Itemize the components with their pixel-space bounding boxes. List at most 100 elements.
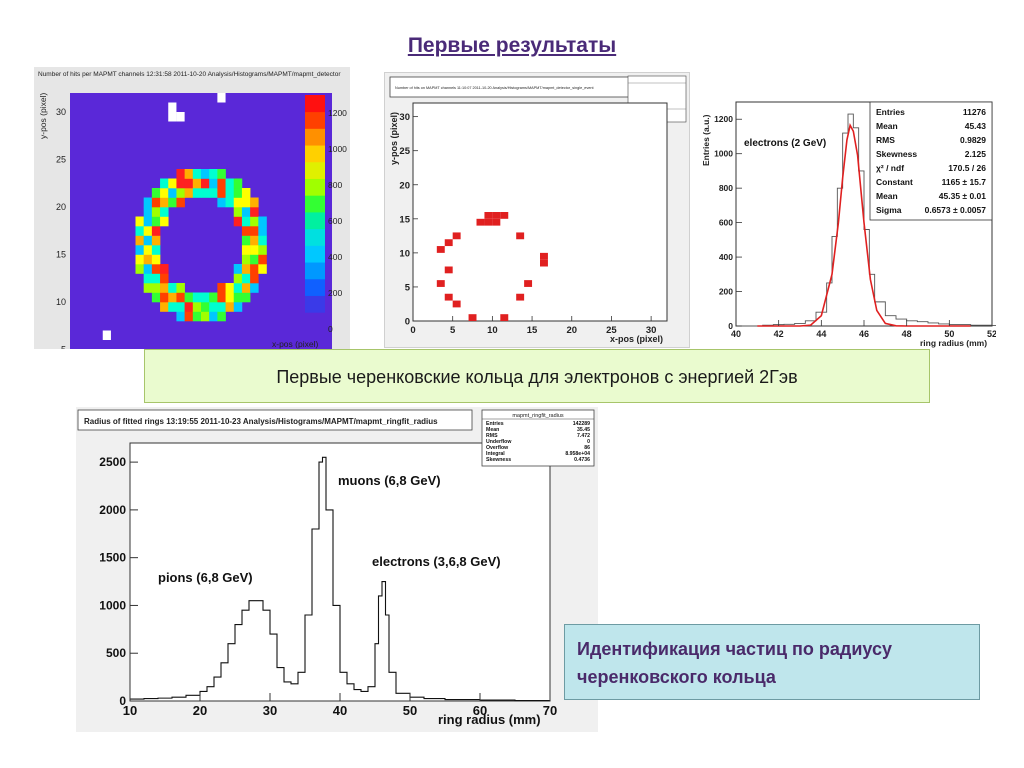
- hit-marker: [444, 239, 453, 247]
- hitmap-cell: [258, 264, 267, 274]
- hitmap-cell: [241, 273, 251, 284]
- hitmap-plot: Number of hits per MAPMT channels 12:31:…: [34, 67, 350, 349]
- hitmap-y-tick: 30: [56, 107, 66, 117]
- single-event-plot: Number of hits on MAPMT channels 11:10:0…: [384, 72, 690, 348]
- hitmap-cell: [233, 302, 243, 312]
- hitmap-cell: [160, 188, 169, 198]
- hitmap-svg: Number of hits per MAPMT channels 12:31:…: [38, 71, 347, 349]
- hitmap-cell: [241, 283, 251, 293]
- identification-caption-line2: черенковского кольца: [577, 667, 776, 687]
- color-palette: [305, 95, 325, 330]
- hitmap-cell: [250, 226, 259, 236]
- electron-radius-y-ticks: 0 200 400 600 800 1000 1200: [714, 114, 742, 331]
- palette-band: [305, 245, 325, 263]
- hit-marker: [444, 293, 453, 301]
- palette-tick: 1200: [328, 108, 347, 118]
- electron-y-tick: 1000: [714, 149, 733, 159]
- electron-y-tick: 400: [719, 252, 733, 262]
- ring-radius-title-box: [77, 409, 473, 431]
- electron-radius-fit-curve: [757, 122, 971, 327]
- hitmap-cell: [209, 188, 218, 198]
- electron-stat-value: 0.6573 ± 0.0057: [925, 205, 987, 215]
- hitmap-cell: [151, 226, 161, 236]
- hitmap-cell: [143, 245, 153, 255]
- hitmap-cell: [135, 264, 144, 274]
- palette-tick: 400: [328, 252, 342, 262]
- hitmap-cell: [233, 188, 243, 198]
- hitmap-cell: [209, 292, 218, 303]
- hitmap-cell: [250, 216, 259, 227]
- ring-radius-histogram: [130, 456, 551, 702]
- hitmap-cell: [201, 188, 210, 198]
- hitmap-cell: [250, 207, 259, 217]
- ring-radius-stat-key: RMS: [486, 433, 498, 439]
- hitmap-cell: [201, 169, 210, 179]
- hitmap-cell: [225, 302, 235, 312]
- single-event-y-tick: 10: [399, 248, 410, 259]
- single-event-y-tick: 15: [399, 214, 410, 225]
- ring-radius-y-tick: 2000: [99, 503, 126, 517]
- muons-label: muons (6,8 GeV): [338, 473, 441, 488]
- electron-radius-x-label: ring radius (mm): [920, 338, 987, 348]
- hit-marker: [468, 314, 477, 321]
- hitmap-cell: [143, 235, 153, 246]
- hit-marker: [436, 280, 445, 287]
- hitmap-y-tick: 10: [56, 297, 66, 307]
- hitmap-cell: [225, 178, 235, 189]
- hitmap-cell: [258, 226, 267, 236]
- hit-marker: [500, 314, 509, 321]
- single-event-frame: [412, 102, 668, 322]
- hitmap-cell: [143, 207, 153, 217]
- hitmap-cell: [258, 245, 267, 255]
- hitmap-cell: [176, 311, 185, 322]
- ring-radius-svg: Radius of fitted rings 13:19:55 2011-10-…: [77, 409, 595, 727]
- hitmap-cell: [151, 245, 161, 255]
- hitmap-cell: [168, 292, 177, 303]
- hit-marker: [516, 293, 525, 301]
- ring-radius-stat-key: Overflow: [486, 445, 509, 451]
- hitmap-cell: [241, 254, 251, 265]
- hitmap-cell: [250, 254, 259, 265]
- hitmap-header: Number of hits per MAPMT channels 12:31:…: [38, 71, 341, 78]
- hitmap-cell: [143, 283, 153, 293]
- hitmap-cell: [151, 254, 161, 265]
- hitmap-cell: [151, 197, 161, 208]
- hitmap-cell: [233, 264, 243, 274]
- hitmap-cell: [217, 311, 226, 322]
- hitmap-cell: [241, 207, 251, 217]
- hitmap-cell: [151, 235, 161, 246]
- single-event-y-tick: 30: [399, 112, 410, 123]
- hitmap-cell: [209, 302, 218, 312]
- slide-title: Первые результаты: [407, 34, 617, 57]
- hit-marker: [492, 218, 501, 226]
- pions-label: pions (6,8 GeV): [158, 570, 253, 585]
- hitmap-cell: [250, 235, 259, 246]
- hitmap-cell: [168, 197, 177, 208]
- ring-radius-stats-box: [481, 409, 595, 467]
- ring-radius-y-tick: 1000: [99, 598, 126, 612]
- ring-radius-stat-value: 142289: [573, 421, 590, 427]
- hit-marker: [452, 232, 461, 240]
- hitmap-cell: [241, 292, 251, 303]
- single-event-x-tick: 0: [410, 325, 415, 336]
- hitmap-cell: [160, 292, 169, 303]
- hitmap-cell: [250, 283, 259, 293]
- hit-marker: [452, 300, 461, 308]
- hitmap-cell: [225, 283, 235, 293]
- single-event-y-tick: 20: [399, 180, 410, 191]
- ring-radius-y-tick: 500: [106, 646, 126, 660]
- hitmap-cell: [192, 169, 202, 179]
- hitmap-cell: [168, 283, 177, 293]
- hitmap-cell: [168, 188, 177, 198]
- hitmap-cell: [168, 178, 177, 189]
- electron-y-tick: 200: [719, 287, 733, 297]
- hitmap-cell: [258, 235, 267, 246]
- single-event-x-tick: 5: [450, 325, 456, 336]
- hitmap-cell: [176, 188, 185, 198]
- hitmap-cell: [241, 226, 251, 236]
- electron-radius-y-label: Entries (a.u.): [701, 114, 711, 166]
- hitmap-cell: [192, 302, 202, 312]
- ring-radius-y-tick: 0: [119, 694, 126, 708]
- hitmap-cell: [176, 292, 185, 303]
